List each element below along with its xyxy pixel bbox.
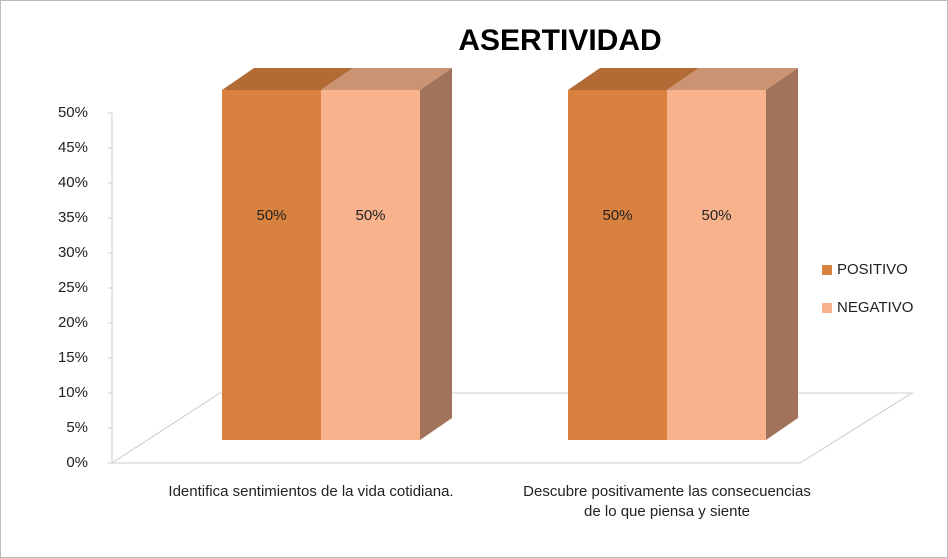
x-tick-label: Identifica sentimientos de la vida cotid… bbox=[168, 483, 454, 500]
data-label: 50% bbox=[701, 207, 731, 224]
y-tick-label: 35% bbox=[58, 209, 88, 226]
bar-side bbox=[766, 68, 798, 440]
bar-top bbox=[321, 68, 452, 90]
data-label: 50% bbox=[355, 207, 385, 224]
floor bbox=[110, 392, 914, 464]
x-tick-label: Descubre positivamente las consecuencias… bbox=[523, 483, 811, 520]
bar bbox=[667, 90, 766, 440]
data-label: 50% bbox=[256, 207, 286, 224]
bar-top bbox=[568, 68, 699, 90]
bar bbox=[321, 90, 420, 440]
data-label: 50% bbox=[602, 207, 632, 224]
y-tick-label: 30% bbox=[58, 244, 88, 261]
y-tick-label: 45% bbox=[58, 139, 88, 156]
chart-title: ASERTIVIDAD bbox=[458, 24, 661, 57]
y-tick-label: 50% bbox=[58, 104, 88, 121]
y-tick-label: 25% bbox=[58, 279, 88, 296]
y-tick-label: 5% bbox=[66, 419, 88, 436]
y-tick-label: 15% bbox=[58, 349, 88, 366]
y-tick-label: 40% bbox=[58, 174, 88, 191]
y-tick-label: 0% bbox=[66, 454, 88, 471]
bar bbox=[222, 90, 321, 440]
legend-label: POSITIVO bbox=[837, 261, 908, 278]
legend-label: NEGATIVO bbox=[837, 299, 913, 316]
bar-top bbox=[667, 68, 798, 90]
bar-top bbox=[222, 68, 353, 90]
bar bbox=[568, 90, 667, 440]
y-tick-label: 20% bbox=[58, 314, 88, 331]
legend-swatch bbox=[822, 303, 832, 313]
y-tick-label: 10% bbox=[58, 384, 88, 401]
legend-swatch bbox=[822, 265, 832, 275]
bar-side bbox=[420, 68, 452, 440]
